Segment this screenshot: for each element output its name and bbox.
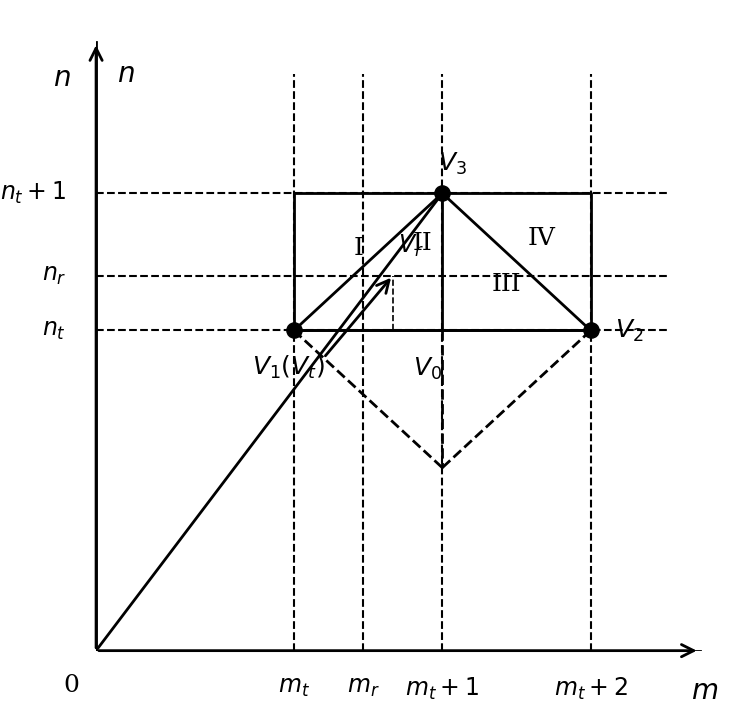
Text: 0: 0	[64, 674, 79, 696]
Text: II: II	[412, 232, 432, 255]
Text: $n$: $n$	[52, 65, 70, 92]
Text: $n_r$: $n_r$	[42, 264, 67, 287]
Text: $m$: $m$	[691, 678, 718, 705]
Point	[288, 325, 300, 336]
Text: $n_t+1$: $n_t+1$	[1, 180, 67, 207]
Point	[585, 325, 596, 336]
Text: $n$: $n$	[117, 61, 134, 88]
Text: $V_r$: $V_r$	[398, 233, 423, 259]
Text: I: I	[353, 237, 363, 260]
Text: $V_2$: $V_2$	[616, 317, 644, 344]
Text: $m_r$: $m_r$	[347, 676, 380, 699]
Text: $V_1(V_t)$: $V_1(V_t)$	[253, 353, 325, 380]
Point	[437, 187, 449, 199]
Text: III: III	[492, 273, 522, 296]
Text: $V_3$: $V_3$	[437, 151, 466, 177]
Text: $n_t$: $n_t$	[42, 319, 67, 342]
Text: IV: IV	[528, 227, 555, 250]
Text: $m_t$: $m_t$	[278, 676, 310, 699]
Text: $m_t+2$: $m_t+2$	[554, 676, 627, 702]
Text: $m_t+1$: $m_t+1$	[406, 676, 480, 702]
Text: $V_0$: $V_0$	[413, 356, 442, 383]
